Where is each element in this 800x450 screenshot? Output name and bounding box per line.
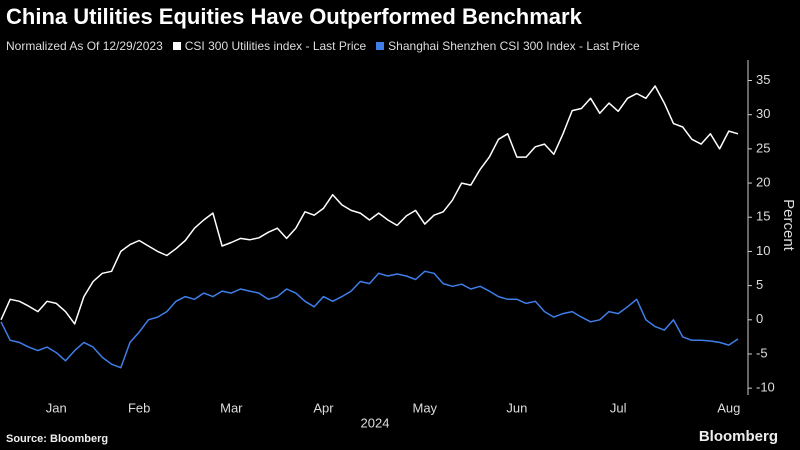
legend-label: Shanghai Shenzhen CSI 300 Index - Last P… xyxy=(388,39,640,53)
y-tick-label: 35 xyxy=(756,72,770,87)
y-tick-label: 5 xyxy=(756,277,763,292)
x-tick-label: Jul xyxy=(610,400,627,415)
legend-item: CSI 300 Utilities index - Last Price xyxy=(172,39,367,53)
x-tick-label: Feb xyxy=(128,400,150,415)
x-tick-label: Jun xyxy=(506,400,527,415)
y-tick-label: 25 xyxy=(756,140,770,155)
legend-swatch xyxy=(376,42,385,50)
x-tick-label: Mar xyxy=(220,400,243,415)
x-tick-label: Jan xyxy=(46,400,67,415)
source: Source: Bloomberg xyxy=(6,433,109,445)
x-tick-label: Aug xyxy=(717,400,740,415)
brand: Bloomberg xyxy=(698,428,778,445)
chart-title: China Utilities Equities Have Outperform… xyxy=(6,4,582,29)
y-tick-label: 20 xyxy=(756,174,770,189)
y-tick-label: -10 xyxy=(756,380,775,395)
legend-swatch xyxy=(172,42,181,50)
y-axis-label: Percent xyxy=(780,199,797,252)
legend-label: CSI 300 Utilities index - Last Price xyxy=(184,39,367,53)
y-tick-label: 10 xyxy=(756,243,770,258)
y-tick-label: -5 xyxy=(756,345,768,360)
y-tick-label: 30 xyxy=(756,106,770,121)
subtitle: Normalized As Of 12/29/2023 xyxy=(6,39,163,53)
series-line xyxy=(0,85,739,325)
y-tick-label: 0 xyxy=(756,311,763,326)
x-axis-label: 2024 xyxy=(361,415,390,430)
y-tick-label: 15 xyxy=(756,209,770,224)
series-line xyxy=(0,270,739,369)
legend-item: Shanghai Shenzhen CSI 300 Index - Last P… xyxy=(376,39,640,53)
x-tick-label: May xyxy=(412,400,437,415)
legend: Normalized As Of 12/29/2023 CSI 300 Util… xyxy=(6,39,640,53)
x-tick-label: Apr xyxy=(313,400,334,415)
